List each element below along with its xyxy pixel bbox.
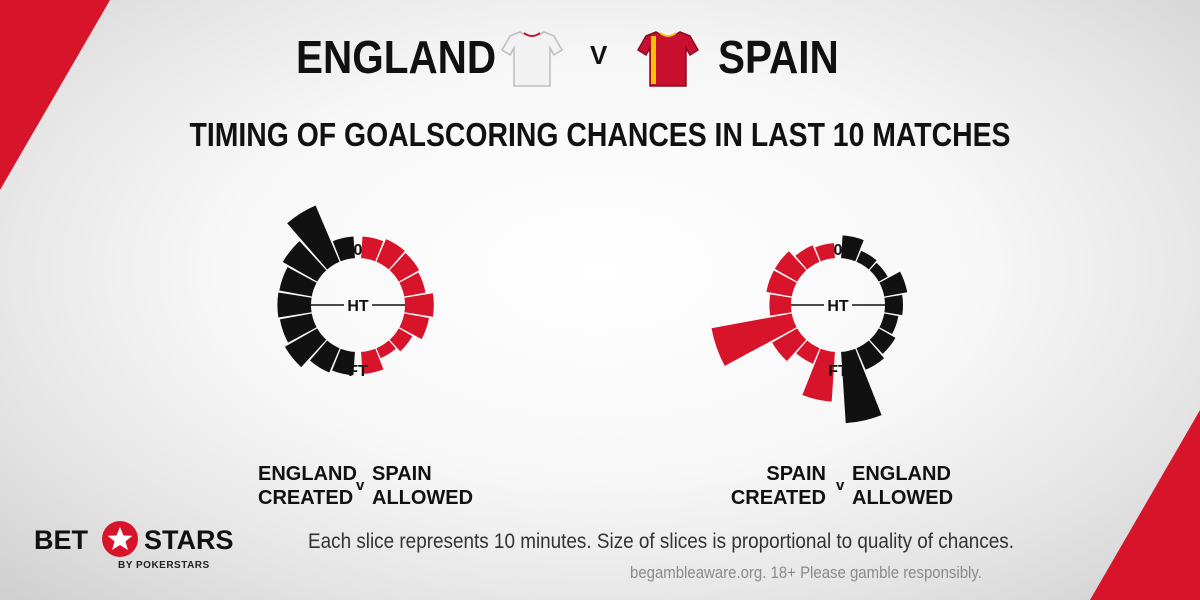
label-halftime: HT	[347, 298, 369, 315]
caption-line: ALLOWED	[852, 487, 954, 509]
label-kickoff: 0	[834, 242, 843, 259]
caption-spain-allowed: SPAIN ALLOWED	[372, 462, 473, 510]
caption-england-created: ENGLAND CREATED	[258, 462, 357, 510]
caption-line: SPAIN	[766, 463, 826, 485]
chart-slice-left-60-70	[772, 328, 807, 361]
chart-slice-left-0-10	[332, 236, 355, 262]
white-shirt-icon	[500, 31, 564, 87]
chart-slice-left-40-50	[277, 292, 312, 318]
label-kickoff: 0	[354, 242, 363, 259]
chart-slice-right-20-30	[869, 262, 888, 282]
versus-label: V	[590, 40, 608, 70]
chart-slice-left-20-30	[282, 241, 327, 282]
chart-slice-right-0-10	[361, 236, 384, 262]
chart-slice-right-10-20	[376, 239, 405, 270]
corner-accent-top-left	[0, 0, 110, 190]
chart-slice-right-50-60	[399, 313, 430, 340]
home-team-name: ENGLAND	[296, 31, 497, 83]
chart-slice-left-20-30	[774, 251, 807, 282]
chart-slice-left-10-20	[795, 245, 820, 270]
chart-slice-right-40-50	[404, 293, 434, 317]
methodology-note: Each slice represents 10 minutes. Size o…	[308, 530, 1014, 553]
chart-slice-left-70-80	[309, 340, 340, 373]
caption-spain-created: SPAIN CREATED	[730, 462, 826, 510]
corner-accent-bottom-right	[1090, 410, 1200, 600]
chart-slice-right-60-70	[389, 328, 413, 352]
chart-slice-right-50-60	[879, 313, 899, 335]
chart-slice-right-40-50	[884, 294, 904, 316]
gambling-disclaimer: begambleaware.org. 18+ Please gamble res…	[630, 563, 982, 582]
red-shirt-icon	[636, 31, 700, 87]
chart-slice-left-30-40	[279, 267, 317, 297]
chart-slice-right-70-80	[376, 340, 396, 359]
caption-v: v	[836, 477, 845, 494]
chart-slice-right-20-30	[389, 253, 420, 282]
logo-text-stars: STARS	[144, 525, 234, 555]
star-logo-icon	[102, 521, 138, 557]
chart-slice-left-70-80	[796, 340, 820, 364]
chart-slice-right-30-40	[399, 272, 426, 297]
label-halftime: HT	[827, 298, 849, 315]
label-fulltime: FT	[348, 363, 368, 380]
caption-line: CREATED	[730, 487, 826, 509]
caption-line: SPAIN	[372, 463, 432, 485]
chart-slice-left-0-10	[815, 243, 835, 262]
chart-slice-right-80-90	[361, 348, 384, 375]
caption-line: ENGLAND	[258, 463, 357, 485]
caption-england-allowed: ENGLAND ALLOWED	[852, 462, 953, 510]
caption-line: CREATED	[258, 487, 354, 509]
chart-slice-right-60-70	[869, 328, 896, 354]
label-fulltime: FT	[828, 363, 848, 380]
chart-slice-left-50-60	[279, 313, 317, 343]
chart-slice-left-80-90	[332, 348, 355, 376]
chart-slice-right-70-80	[856, 340, 885, 370]
caption-line: ENGLAND	[852, 463, 951, 485]
chart-slice-left-30-40	[766, 270, 797, 297]
chart-slice-left-60-70	[284, 328, 327, 368]
caption-line: ALLOWED	[372, 487, 474, 509]
chart-slice-left-10-20	[287, 205, 340, 270]
logo-subtext: BY POKERSTARS	[118, 560, 210, 571]
chart-slice-right-0-10	[841, 235, 864, 262]
chart-slice-right-10-20	[856, 250, 877, 270]
caption-v: v	[356, 477, 365, 494]
chart-slice-left-80-90	[802, 348, 835, 402]
away-team-name: SPAIN	[718, 31, 839, 83]
chart-slice-right-30-40	[879, 271, 908, 297]
logo-text-bet: BET	[34, 525, 88, 555]
chart-slice-left-40-50	[769, 294, 792, 316]
chart-slice-left-50-60	[711, 313, 797, 366]
chart-subtitle: TIMING OF GOALSCORING CHANCES IN LAST 10…	[189, 116, 1011, 153]
chart-slice-right-80-90	[841, 348, 882, 424]
betstars-logo: BET STARS BY POKERSTARS	[34, 521, 234, 585]
